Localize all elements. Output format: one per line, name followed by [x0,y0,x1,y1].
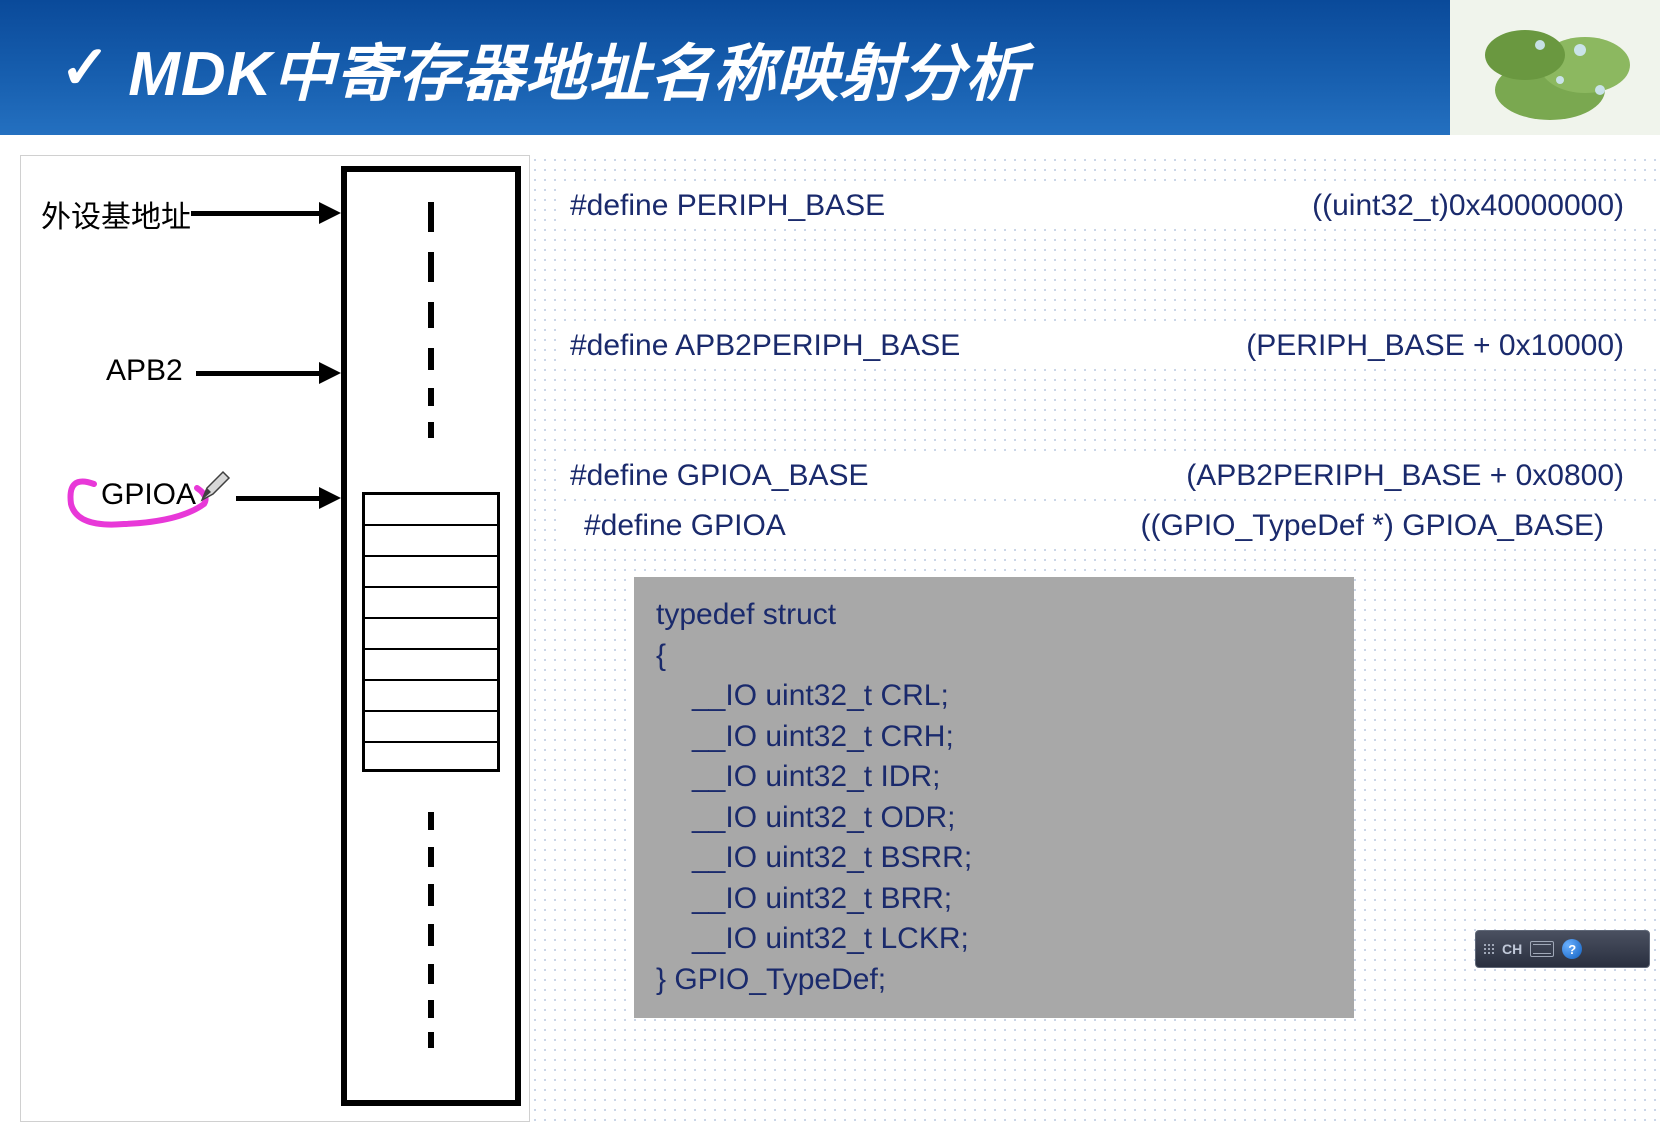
struct-line: { [656,636,1332,677]
ime-toolbar[interactable]: CH ? [1475,930,1650,968]
arrow-apb2 [196,371,321,376]
define-apb2periph-base: #define APB2PERIPH_BASE (PERIPH_BASE + 0… [564,325,1660,367]
help-icon[interactable]: ? [1562,939,1582,959]
arrow-head-icon [319,362,341,384]
slide-content: 外设基地址 APB2 GPIOA [0,135,1660,1122]
register-row [365,526,497,557]
dash [428,884,434,906]
define-periph-base: #define PERIPH_BASE ((uint32_t)0x4000000… [564,185,1660,227]
define-keyword: #define GPIOA_BASE [570,459,869,493]
register-block [362,492,500,772]
define-value: (PERIPH_BASE + 0x10000) [1246,329,1654,363]
define-gpioa: #define GPIOA ((GPIO_TypeDef *) GPIOA_BA… [564,505,1660,547]
dash [428,302,434,328]
memory-box [341,166,521,1106]
dash [428,252,434,282]
struct-member: __IO uint32_t BSRR; [656,838,1332,879]
define-gpioa-base: #define GPIOA_BASE (APB2PERIPH_BASE + 0x… [564,455,1660,497]
dash [428,1000,434,1018]
plant-image [1450,0,1660,135]
register-row [365,588,497,619]
register-row [365,619,497,650]
slide-header: ✓ MDK中寄存器地址名称映射分析 [0,0,1660,135]
dash [428,812,434,830]
define-value: (APB2PERIPH_BASE + 0x0800) [1186,459,1654,493]
register-row [365,557,497,588]
arrow-periph [191,211,321,216]
register-row [365,743,497,774]
define-value: ((uint32_t)0x40000000) [1312,189,1654,223]
keyboard-icon[interactable] [1530,941,1554,957]
dash [428,388,434,406]
define-value: ((GPIO_TypeDef *) GPIOA_BASE) [1141,509,1654,543]
typedef-struct-box: typedef struct { __IO uint32_t CRL; __IO… [634,577,1354,1018]
dash [428,924,434,946]
arrow-head-icon [319,202,341,224]
struct-member: __IO uint32_t BRR; [656,879,1332,920]
dash [428,964,434,984]
struct-line: } GPIO_TypeDef; [656,960,1332,1001]
memory-diagram: 外设基地址 APB2 GPIOA [20,155,530,1122]
dash [428,202,434,232]
define-keyword: #define PERIPH_BASE [570,189,885,223]
struct-member: __IO uint32_t CRL; [656,676,1332,717]
register-row [365,712,497,743]
register-row [365,681,497,712]
ime-grip-icon[interactable] [1484,944,1494,954]
struct-member: __IO uint32_t IDR; [656,757,1332,798]
define-keyword: #define GPIOA [584,509,786,543]
dash [428,348,434,370]
struct-member: __IO uint32_t ODR; [656,798,1332,839]
dash [428,847,434,867]
ime-lang-label[interactable]: CH [1502,941,1522,957]
arrow-gpioa [236,496,321,501]
label-apb2: APB2 [106,354,183,388]
label-periph-base: 外设基地址 [41,192,191,236]
arrow-head-icon [319,487,341,509]
register-row [365,495,497,526]
struct-member: __IO uint32_t CRH; [656,717,1332,758]
struct-line: typedef struct [656,595,1332,636]
code-area: #define PERIPH_BASE ((uint32_t)0x4000000… [530,155,1660,1122]
slide-title: MDK中寄存器地址名称映射分析 [128,23,1028,113]
label-gpioa: GPIOA [101,478,196,512]
define-keyword: #define APB2PERIPH_BASE [570,329,960,363]
struct-member: __IO uint32_t LCKR; [656,919,1332,960]
dash [428,422,434,438]
check-icon: ✓ [60,33,110,103]
pen-cursor-icon [199,470,233,504]
dash [428,1032,434,1048]
register-row [365,650,497,681]
